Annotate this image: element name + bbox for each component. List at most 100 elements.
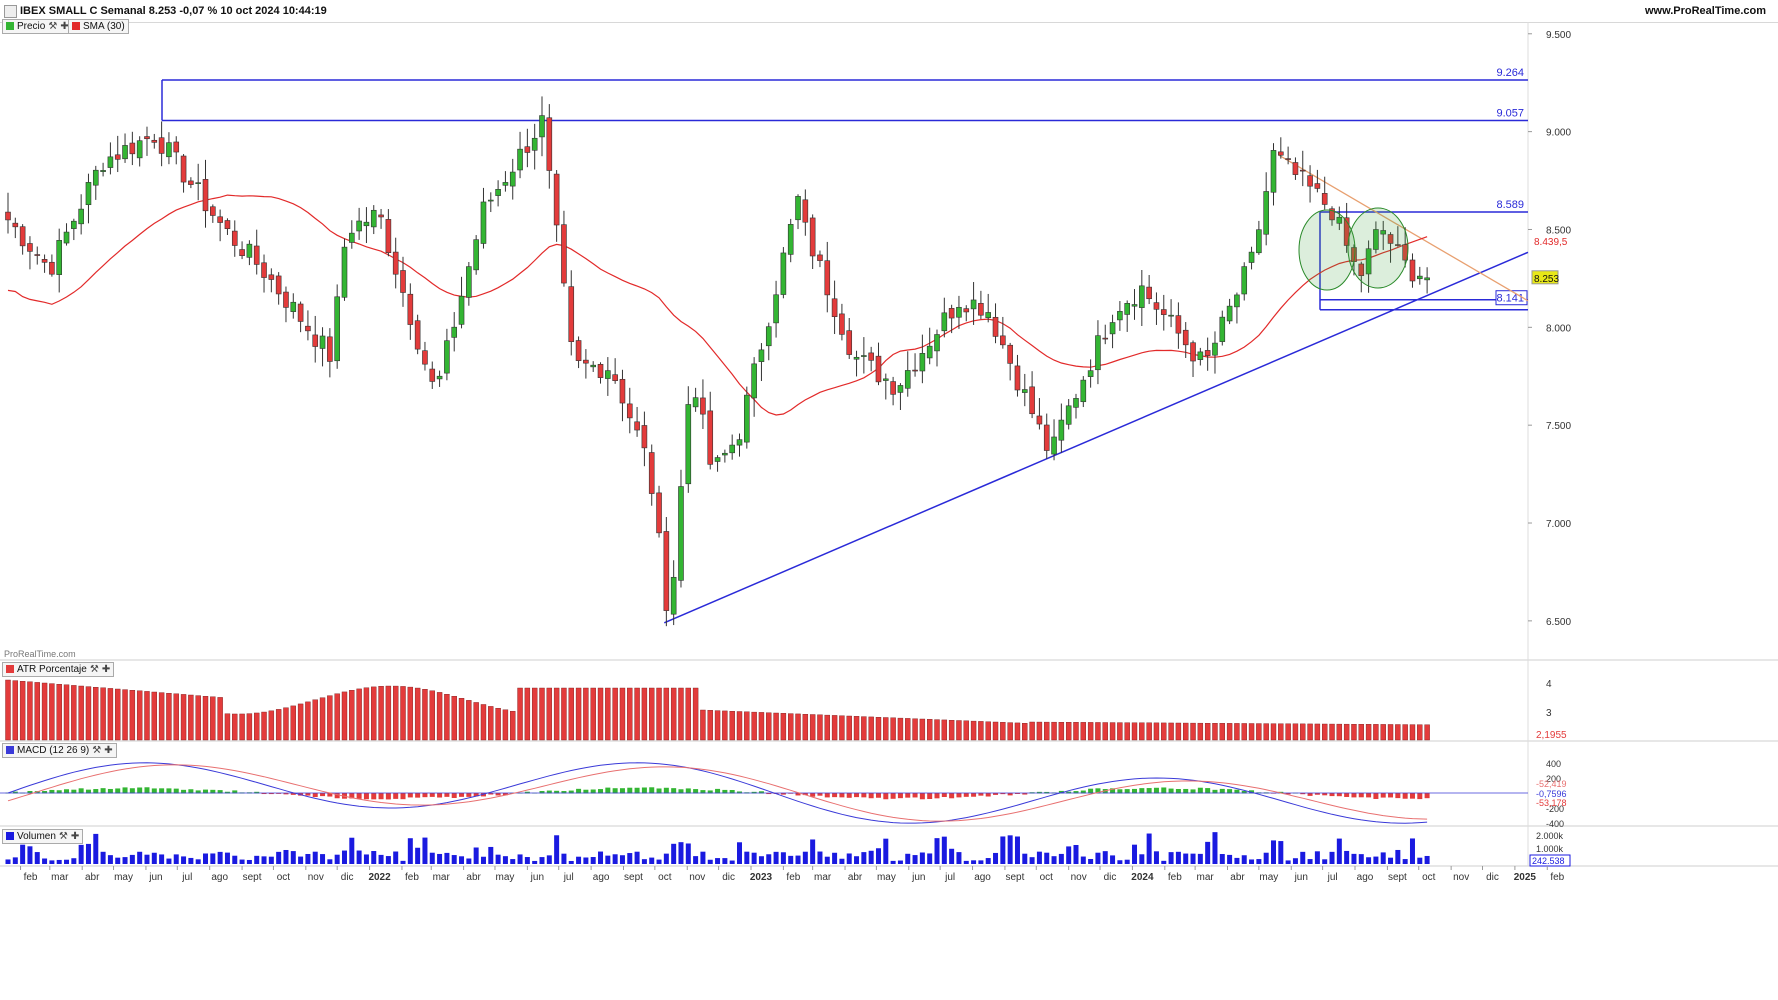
atr-bar — [56, 684, 62, 741]
price-tick-label: 9.500 — [1546, 30, 1571, 41]
brand-url[interactable]: www.ProRealTime.com — [1644, 5, 1766, 17]
volume-bar — [1036, 851, 1042, 864]
candle-body — [1292, 162, 1299, 175]
candle-body — [480, 201, 487, 244]
candle-body — [327, 336, 333, 362]
atr-bar — [1241, 723, 1247, 741]
atr-bar — [71, 685, 77, 741]
atr-bar — [12, 680, 19, 741]
atr-bar — [1329, 723, 1335, 741]
horizontal-level-label: 8.141 — [1496, 293, 1524, 305]
x-tick-label: oct — [277, 872, 291, 883]
atr-bar — [436, 692, 443, 741]
macd-histogram-bar — [1219, 788, 1225, 794]
wrench-icon[interactable]: ⚒ — [92, 745, 102, 756]
atr-bar — [575, 687, 582, 741]
volume-bar — [656, 859, 662, 864]
atr-bar — [122, 689, 128, 741]
atr-bar — [1022, 723, 1028, 741]
wrench-icon[interactable]: ⚒ — [89, 664, 99, 675]
window-icon[interactable] — [4, 5, 17, 18]
macd-histogram-bar — [810, 793, 816, 797]
volume-bar — [210, 853, 216, 864]
volume-tick-label: 2.000k — [1536, 831, 1564, 841]
x-tick-label: sept — [1005, 872, 1024, 883]
wrench-icon[interactable]: ⚒ — [48, 21, 58, 32]
volume-bar — [1051, 856, 1057, 864]
atr-bar — [1387, 724, 1394, 741]
candle-body — [1153, 302, 1160, 310]
macd-histogram-bar — [459, 793, 465, 797]
volume-bar — [246, 859, 252, 864]
volume-bar — [1336, 838, 1342, 864]
macd-histogram-bar — [795, 793, 801, 796]
plus-icon[interactable]: ✚ — [60, 21, 69, 32]
atr-bar — [49, 683, 55, 741]
candle-body — [656, 492, 662, 534]
atr-bar — [1256, 723, 1262, 741]
legend-macd[interactable]: MACD (12 26 9) ⚒ ✚ — [2, 743, 117, 758]
candle-body — [758, 349, 765, 362]
x-tick-label: feb — [786, 872, 800, 883]
volume-bar — [1249, 859, 1255, 864]
legend-volume[interactable]: Volumen ⚒ ✚ — [2, 829, 84, 844]
volume-bar — [137, 851, 143, 864]
x-tick-label: feb — [1168, 872, 1182, 883]
x-tick-label: feb — [405, 872, 419, 883]
atr-bar — [232, 713, 238, 741]
volume-bar — [832, 852, 838, 864]
macd-histogram-bar — [334, 793, 340, 799]
volume-bar — [539, 857, 545, 864]
candle-body — [751, 363, 757, 399]
atr-bar — [268, 710, 275, 741]
candle-body — [195, 182, 201, 184]
legend-atr[interactable]: ATR Porcentaje ⚒ ✚ — [2, 662, 115, 677]
price-tick-label: 6.500 — [1546, 617, 1571, 628]
volume-bar — [1066, 846, 1072, 864]
candle-body — [34, 254, 41, 256]
volume-bar — [151, 852, 157, 864]
resistance-trendline — [1278, 154, 1529, 302]
volume-bar — [195, 859, 201, 864]
macd-histogram-bar — [276, 793, 282, 794]
volume-bar — [941, 836, 947, 864]
candle-body — [217, 216, 223, 223]
plus-icon[interactable]: ✚ — [101, 664, 111, 675]
atr-bar — [166, 693, 172, 741]
volume-bar — [576, 856, 582, 864]
candle-body — [56, 240, 63, 275]
atr-bar — [495, 707, 501, 741]
x-tick-label: feb — [24, 872, 38, 883]
candle-body — [648, 452, 655, 494]
candle-body — [1007, 344, 1013, 364]
legend-sma[interactable]: SMA (30) — [68, 19, 129, 34]
volume-bar — [305, 853, 311, 864]
candle-body — [590, 364, 597, 368]
macd-histogram-bar — [312, 793, 318, 798]
volume-bar — [795, 855, 801, 864]
candle-body — [868, 352, 874, 361]
atr-bar — [1197, 722, 1204, 741]
candle-body — [370, 209, 377, 228]
candle-body — [297, 303, 304, 322]
plus-icon[interactable]: ✚ — [70, 831, 80, 842]
macd-histogram-bar — [151, 788, 157, 794]
atr-bar — [956, 720, 962, 741]
plus-icon[interactable]: ✚ — [104, 745, 113, 756]
x-tick-label: may — [496, 872, 515, 883]
candle-body — [1270, 150, 1277, 193]
legend-price[interactable]: Precio ⚒ ✚ — [2, 19, 73, 34]
volume-bar — [1344, 850, 1350, 864]
price-value-label: 8.253 — [1534, 274, 1559, 285]
candle-body — [626, 403, 633, 419]
x-tick-label: jun — [148, 872, 162, 883]
volume-value-box — [1529, 854, 1571, 867]
macd-histogram-bar — [1014, 793, 1020, 794]
candle-body — [414, 320, 421, 350]
wrench-icon[interactable]: ⚒ — [58, 831, 68, 842]
volume-bar — [1014, 836, 1020, 864]
macd-histogram-bar — [429, 793, 435, 797]
candle-body — [144, 136, 150, 140]
atr-bar — [634, 687, 640, 741]
